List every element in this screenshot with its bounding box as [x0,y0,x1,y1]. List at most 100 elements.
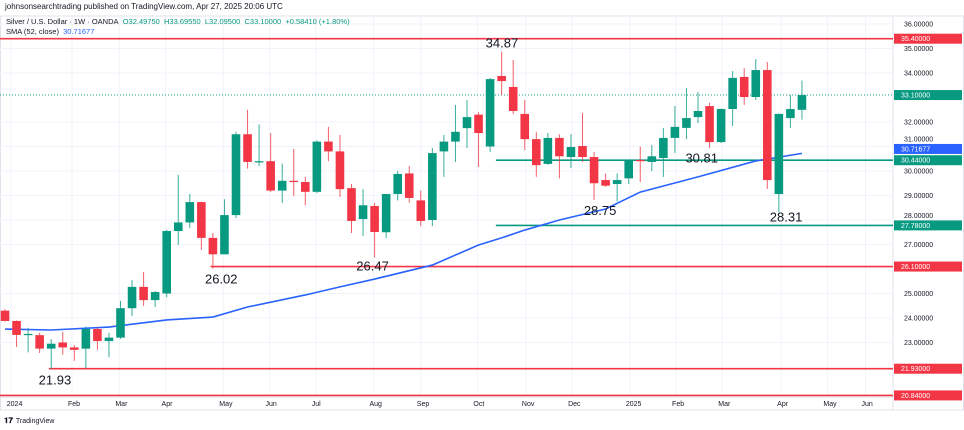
sma-52-line [4,152,803,331]
x-tick-label: Apr [162,401,174,408]
price-tag-label: 30.71677 [901,146,930,153]
candle-up [612,180,622,184]
y-tick-label: 28.00000 [904,213,933,220]
x-tick-label: Aug [369,401,382,408]
candle-up [693,110,703,118]
candle-up [173,222,183,232]
level-price-label: 35.40000 [901,36,930,43]
candle-up [728,77,737,110]
price-tag [894,90,962,101]
y-tick-label: 24.00000 [904,316,933,323]
candle-up [127,286,137,309]
symbol-name[interactable]: Silver / U.S. Dollar · 1W · OANDA [6,17,119,26]
published-by: johnsonsearchtrading published on Tradin… [5,2,283,11]
level-price-label: 21.93000 [901,366,930,373]
candle-up [797,95,807,110]
candle-up [185,202,195,223]
candle-down [93,329,102,342]
x-tick-label: May [823,401,837,408]
y-tick-label: 30.00000 [904,169,933,176]
candle-down [705,106,714,143]
x-tick-label: Jun [861,401,872,408]
chart-frame [0,15,964,411]
x-tick-label: May [219,401,233,408]
candle-down [208,237,218,255]
candle-up [162,231,171,294]
chart-legend: Silver / U.S. Dollar · 1W · OANDA O32.49… [6,17,350,37]
candle-down [35,335,44,349]
price-annotation: 21.93 [39,372,72,387]
x-tick-label: Jun [265,401,276,408]
level-price-tag [894,155,962,166]
level-price-label: 27.78000 [901,223,930,230]
x-tick-label: 2025 [626,401,642,408]
candle-down [497,75,506,82]
x-tick-label: Mar [115,401,128,408]
candle-up [23,333,33,336]
price-annotation: 28.31 [770,209,803,224]
level-price-tag [894,363,962,374]
candle-down [763,70,772,181]
candle-up [312,141,322,192]
candle-up [670,126,680,138]
candle-up [254,161,264,163]
candle-up [566,146,576,158]
price-change: +0.58410 (+1.80%) [285,17,350,26]
x-tick-label: Nov [522,401,535,408]
symbol-legend: Silver / U.S. Dollar · 1W · OANDA O32.49… [6,17,350,27]
level-price-tag [894,261,962,272]
candle-up [647,156,657,162]
candle-down [0,310,10,321]
candle-down [601,180,610,186]
sma-label: SMA (52, close) [6,27,59,36]
level-price-label: 20.84000 [901,393,930,400]
x-tick-label: 2024 [7,401,23,408]
level-price-tag [894,220,962,231]
candle-up [751,70,761,98]
candle-up [451,131,460,142]
candle-up [231,134,241,216]
x-tick-label: Dec [568,401,581,408]
candle-down [301,182,310,192]
candle-down [520,113,530,140]
candle-up [716,109,726,143]
x-tick-label: Feb [68,401,80,408]
candle-down [508,86,518,111]
sma-legend[interactable]: SMA (52, close) 30.71677 [6,27,350,37]
y-tick-label: 32.00000 [904,120,933,127]
x-tick-label: Feb [672,401,684,408]
price-chart[interactable]: 36.00000 35.00000 34.00000 32.00000 31.00000… [0,0,964,414]
candle-up [277,180,287,191]
candle-down [739,76,749,98]
x-tick-label: Jul [312,401,321,408]
price-tag-label: 33.10000 [901,93,930,100]
candle-down [635,159,645,162]
candle-up [220,215,229,255]
ohlc-close: C33.10000 [244,17,282,26]
candle-down [197,202,206,238]
level-price-tag [894,390,962,401]
sma-value: 30.71677 [63,27,95,36]
candle-up [462,117,472,129]
candle-up [624,159,633,179]
x-tick-label: Apr [777,401,789,408]
candle-up [682,118,691,128]
level-price-label: 30.44000 [901,158,930,165]
y-tick-label: 29.00000 [904,193,933,200]
candle-up [104,337,114,342]
price-annotation: 28.75 [584,203,617,218]
candle-down [474,114,483,134]
y-tick-label: 36.00000 [904,22,933,29]
y-tick-label: 25.00000 [904,291,933,298]
candle-down [58,342,68,348]
candle-down [578,146,587,158]
tradingview-logo-text: TradingView [15,417,55,425]
candle-down [347,188,356,221]
candle-down [324,141,333,152]
candle-down [243,134,252,162]
candle-up [81,329,91,349]
candle-down [589,157,599,184]
x-tick-label: Mar [718,401,731,408]
x-tick-label: Oct [473,401,484,408]
candle-down [139,286,148,301]
